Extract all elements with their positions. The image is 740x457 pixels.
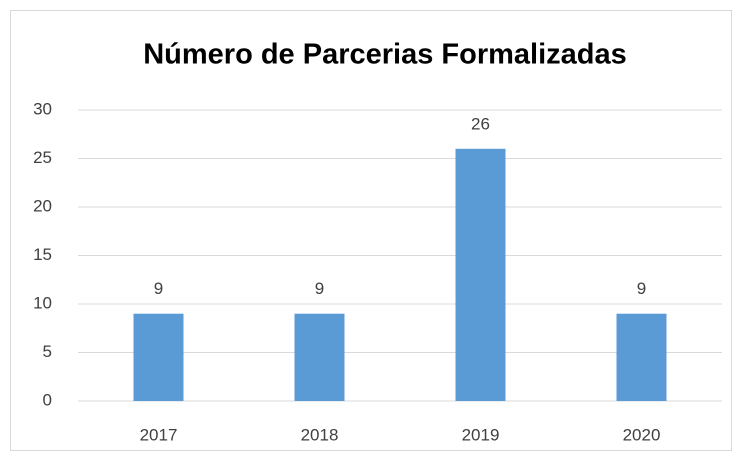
data-label: 9 bbox=[637, 279, 646, 298]
y-tick-label: 0 bbox=[43, 390, 52, 409]
data-label: 9 bbox=[315, 279, 324, 298]
y-tick-label: 20 bbox=[33, 196, 52, 215]
data-label: 26 bbox=[471, 114, 490, 133]
y-tick-label: 15 bbox=[33, 245, 52, 264]
bar bbox=[294, 313, 345, 401]
x-tick-label: 2018 bbox=[301, 425, 339, 444]
y-tick-label: 30 bbox=[33, 99, 52, 118]
chart-title: Número de Parcerias Formalizadas bbox=[143, 39, 627, 71]
bar bbox=[133, 313, 184, 401]
y-tick-label: 5 bbox=[43, 342, 52, 361]
data-label: 9 bbox=[154, 279, 163, 298]
chart-border bbox=[10, 10, 732, 451]
y-tick-label: 10 bbox=[33, 293, 52, 312]
bar bbox=[455, 148, 506, 401]
x-tick-label: 2019 bbox=[462, 425, 500, 444]
x-tick-label: 2017 bbox=[140, 425, 178, 444]
bar bbox=[616, 313, 667, 401]
x-tick-label: 2020 bbox=[623, 425, 661, 444]
y-tick-label: 25 bbox=[33, 148, 52, 167]
